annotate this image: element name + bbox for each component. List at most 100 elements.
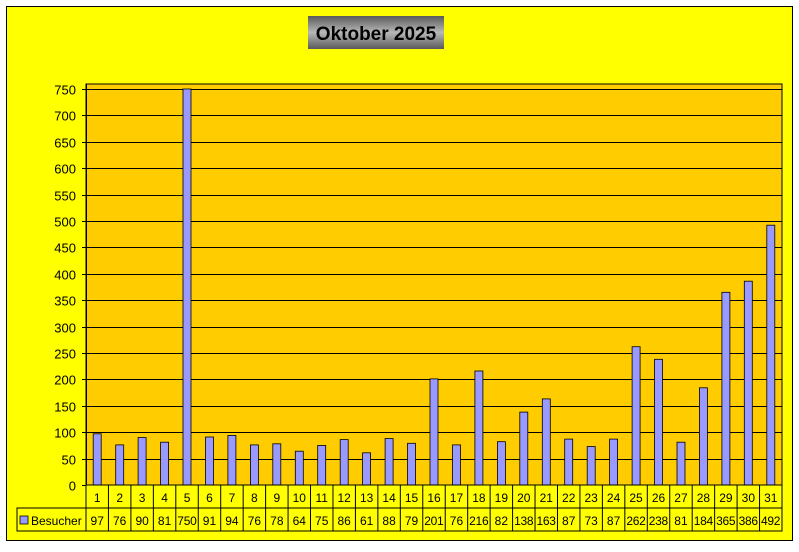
bar xyxy=(676,441,686,486)
category-label: 11 xyxy=(316,491,329,505)
y-tick-label: 750 xyxy=(54,83,76,98)
bar xyxy=(474,370,484,486)
bar xyxy=(609,438,618,486)
value-label: 76 xyxy=(113,514,127,528)
y-tick-label: 650 xyxy=(54,136,76,151)
bar xyxy=(182,88,192,486)
value-label: 88 xyxy=(382,514,396,528)
value-label: 238 xyxy=(649,514,669,528)
value-label: 81 xyxy=(158,514,172,528)
bar xyxy=(362,452,372,486)
legend-key xyxy=(19,515,29,525)
value-label: 91 xyxy=(203,514,217,528)
value-label: 61 xyxy=(360,514,374,528)
category-label: 3 xyxy=(139,491,146,505)
value-label: 163 xyxy=(537,514,557,528)
y-tick-label: 700 xyxy=(54,109,76,124)
category-label: 26 xyxy=(652,491,666,505)
value-label: 386 xyxy=(739,514,759,528)
category-label: 17 xyxy=(450,491,464,505)
bar xyxy=(429,378,439,486)
category-label: 23 xyxy=(584,491,598,505)
y-tick-label: 250 xyxy=(54,347,76,362)
y-tick-label: 450 xyxy=(54,241,76,256)
category-label: 14 xyxy=(382,491,396,505)
bar xyxy=(699,387,708,486)
value-label: 87 xyxy=(607,514,621,528)
category-label: 10 xyxy=(293,491,307,505)
value-label: 76 xyxy=(248,514,262,528)
bar xyxy=(317,444,327,486)
category-label: 13 xyxy=(360,491,374,505)
category-label: 15 xyxy=(405,491,419,505)
category-label: 9 xyxy=(273,491,280,505)
bar xyxy=(115,444,125,486)
bar xyxy=(452,444,461,486)
bar xyxy=(227,434,237,486)
category-label: 19 xyxy=(495,491,509,505)
category-label: 29 xyxy=(719,491,733,505)
y-tick-label: 500 xyxy=(54,215,76,230)
bar xyxy=(631,346,641,486)
value-label: 75 xyxy=(315,514,329,528)
legend-label: Besucher xyxy=(31,514,82,528)
value-label: 201 xyxy=(424,514,444,528)
category-label: 8 xyxy=(251,491,258,505)
value-label: 365 xyxy=(716,514,736,528)
value-label: 750 xyxy=(177,514,197,528)
category-label: 4 xyxy=(161,491,168,505)
chart-title: Oktober 2025 xyxy=(316,24,437,45)
value-label: 262 xyxy=(626,514,646,528)
bar xyxy=(496,441,506,486)
legend-cell xyxy=(16,507,87,532)
category-label: 31 xyxy=(764,491,778,505)
value-label: 64 xyxy=(293,514,307,528)
value-label: 90 xyxy=(135,514,149,528)
bar xyxy=(519,411,529,486)
value-label: 184 xyxy=(694,514,714,528)
bar xyxy=(564,438,574,486)
y-tick-label: 350 xyxy=(54,294,76,309)
category-label: 16 xyxy=(427,491,441,505)
value-label: 87 xyxy=(562,514,576,528)
category-label: 30 xyxy=(742,491,756,505)
bar xyxy=(766,224,776,486)
bar xyxy=(721,291,731,486)
y-tick-label: 600 xyxy=(54,162,76,177)
category-label: 22 xyxy=(562,491,576,505)
bar xyxy=(294,450,304,486)
bar xyxy=(654,358,663,486)
bar xyxy=(272,443,282,486)
y-tick-label: 0 xyxy=(69,479,76,494)
value-label: 97 xyxy=(91,514,105,528)
category-label: 5 xyxy=(184,491,191,505)
bar xyxy=(205,436,214,486)
y-tick-label: 50 xyxy=(62,453,76,468)
y-tick-label: 550 xyxy=(54,189,76,204)
category-label: 21 xyxy=(540,491,554,505)
category-label: 2 xyxy=(116,491,123,505)
value-label: 79 xyxy=(405,514,419,528)
category-label: 12 xyxy=(338,491,352,505)
y-tick-label: 150 xyxy=(54,400,76,415)
y-tick-label: 300 xyxy=(54,321,76,336)
value-label: 492 xyxy=(761,514,781,528)
category-label: 20 xyxy=(517,491,531,505)
y-tick-label: 400 xyxy=(54,268,76,283)
category-label: 28 xyxy=(697,491,711,505)
bar xyxy=(137,437,147,486)
value-label: 81 xyxy=(674,514,688,528)
category-label: 24 xyxy=(607,491,621,505)
y-tick-label: 100 xyxy=(54,426,76,441)
category-label: 27 xyxy=(674,491,688,505)
value-label: 216 xyxy=(469,514,489,528)
bar xyxy=(249,444,259,486)
category-label: 18 xyxy=(472,491,486,505)
value-label: 73 xyxy=(584,514,598,528)
value-label: 82 xyxy=(495,514,509,528)
category-label: 7 xyxy=(229,491,236,505)
value-label: 76 xyxy=(450,514,464,528)
bar xyxy=(541,398,551,486)
category-label: 25 xyxy=(629,491,643,505)
